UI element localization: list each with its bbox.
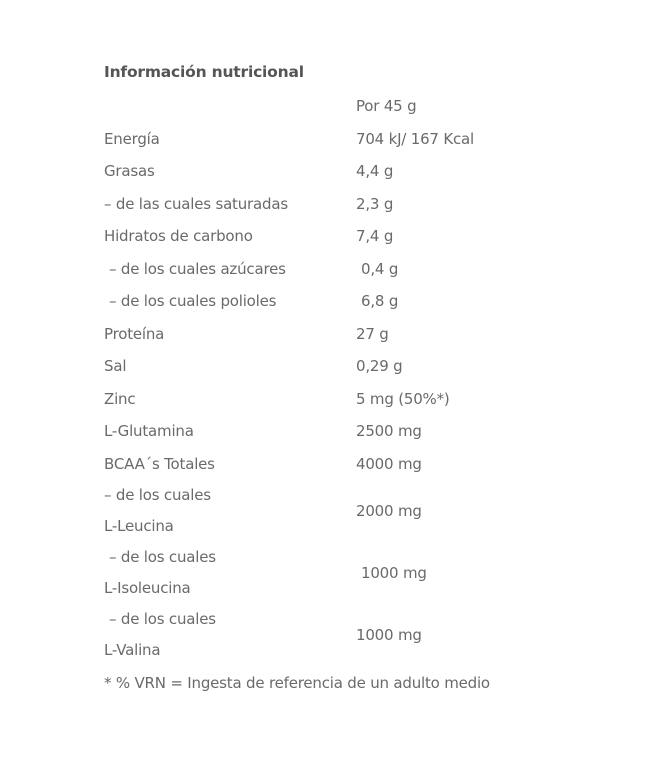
table-row: – de los cuales L-Valina 1000 mg (104, 604, 564, 666)
table-row: Grasas 4,4 g (104, 155, 564, 188)
nutrient-value: 27 g (356, 324, 389, 343)
table-row: L-Glutamina 2500 mg (104, 415, 564, 448)
nutrient-label: – de los cuales L-Valina (104, 610, 216, 659)
nutrient-label: Zinc (104, 389, 136, 408)
nutrient-label: – de las cuales saturadas (104, 194, 288, 213)
nutrient-value: 4000 mg (356, 454, 422, 473)
table-row: Energía 704 kJ/ 167 Kcal (104, 123, 564, 156)
nutrient-value: 2000 mg (356, 502, 422, 520)
nutrient-label: Grasas (104, 162, 155, 181)
section-title: Información nutricional (104, 63, 304, 81)
table-row: – de las cuales saturadas 2,3 g (104, 188, 564, 221)
nutrient-label: – de los cuales L-Leucina (104, 486, 211, 535)
nutrient-value: 6,8 g (361, 292, 399, 311)
nutrient-label: L-Glutamina (104, 422, 194, 441)
nutrient-value: 2,3 g (356, 194, 394, 213)
nutrient-value: 0,4 g (361, 259, 399, 278)
table-row: Sal 0,29 g (104, 350, 564, 383)
nutrition-table: Por 45 g Energía 704 kJ/ 167 Kcal Grasas 4… (104, 90, 564, 666)
nutrient-label: – de los cuales azúcares (109, 259, 286, 278)
nutrient-value: 5 mg (50%*) (356, 389, 450, 408)
table-row: Proteína 27 g (104, 318, 564, 351)
table-header-row: Por 45 g (104, 90, 564, 123)
nutrient-value: 1000 mg (361, 564, 427, 582)
nutrient-value: 2500 mg (356, 422, 422, 441)
nutrient-label: Sal (104, 357, 127, 376)
nutrient-label: Energía (104, 129, 160, 148)
nutrient-value: 1000 mg (356, 626, 422, 644)
nutrient-label: Hidratos de carbono (104, 227, 253, 246)
nutrient-value: 0,29 g (356, 357, 403, 376)
table-row: BCAA´s Totales 4000 mg (104, 448, 564, 481)
nutrient-label: Proteína (104, 324, 165, 343)
nutrient-value: 704 kJ/ 167 Kcal (356, 129, 474, 148)
table-row: – de los cuales L-Leucina 2000 mg (104, 480, 564, 542)
nutrient-label: BCAA´s Totales (104, 454, 215, 473)
table-row: Zinc 5 mg (50%*) (104, 383, 564, 416)
nutrient-label: – de los cuales polioles (109, 292, 277, 311)
table-row: – de los cuales L-Isoleucina 1000 mg (104, 542, 564, 604)
serving-size: Por 45 g (356, 97, 417, 116)
table-row: – de los cuales azúcares 0,4 g (104, 253, 564, 286)
table-row: Hidratos de carbono 7,4 g (104, 220, 564, 253)
table-row: – de los cuales polioles 6,8 g (104, 285, 564, 318)
footnote: * % VRN = Ingesta de referencia de un ad… (104, 674, 490, 692)
nutrient-label: – de los cuales L-Isoleucina (104, 548, 216, 597)
nutrient-value: 4,4 g (356, 162, 394, 181)
nutrient-value: 7,4 g (356, 227, 394, 246)
